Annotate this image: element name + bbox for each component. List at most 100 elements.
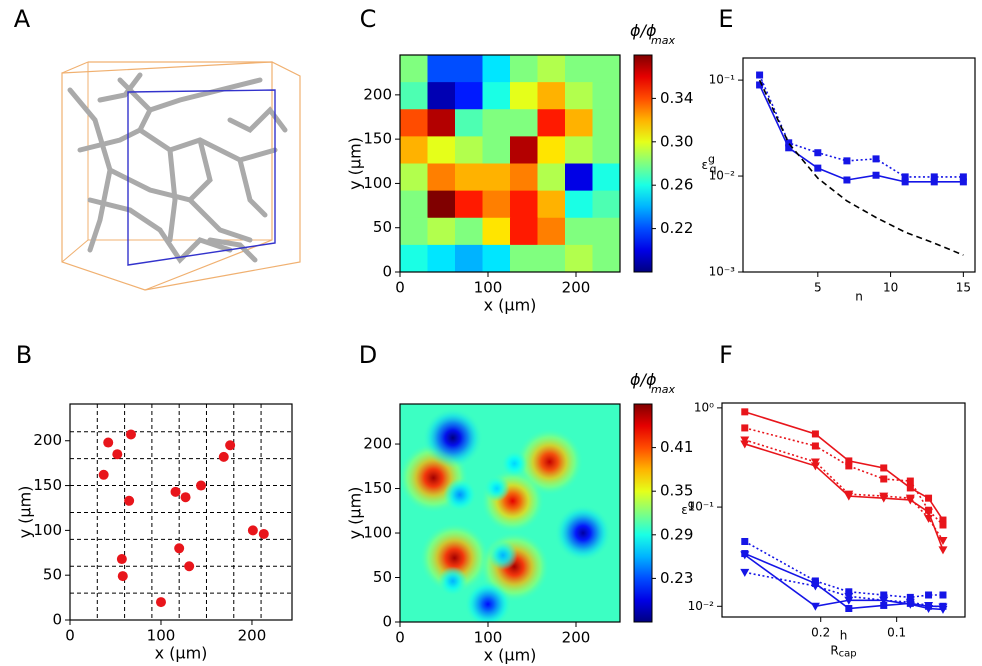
y-tick-label: 200 [363,85,392,103]
marker [880,591,888,599]
marker [924,601,934,610]
panel-label: B [16,341,32,369]
heat-cell [537,82,566,110]
heat-cell [565,55,593,83]
point [184,561,195,572]
field-spot [464,580,512,622]
y-tick-label: 0 [52,611,62,629]
point [103,437,114,448]
y-tick-label: 50 [43,566,62,584]
heat-cell [400,109,428,137]
colorbar-tick-label: 0.29 [660,525,693,543]
colorbar-label: ϕ/ϕ max [630,370,675,396]
heat-cell [455,109,483,137]
marker [845,457,853,465]
marker [756,71,764,79]
heat-cell [400,136,428,164]
heat-cell [400,244,428,272]
x-tick-label: 100 [474,279,503,297]
y-tick-label: 200 [363,435,392,453]
heat-cell [482,136,511,164]
colorbar-label-text: ϕ/ϕ [630,370,657,389]
heat-cell [510,55,538,83]
y-axis-label: y (μm) [346,487,365,540]
x-axis-label: x (μm) [484,296,537,315]
axes-frame [69,403,293,621]
marker [811,442,819,450]
x-axis-label: n [855,290,863,304]
heat-cell [427,190,456,219]
colorbar-tick-label: 0.30 [660,132,693,150]
network-render [61,61,301,291]
marker [741,408,749,416]
marker [905,598,915,607]
colorbar-tick-label: 0.26 [660,176,693,194]
marker [938,603,948,612]
panel-label: A [14,5,31,33]
y-tick-label: 200 [33,431,62,449]
marker [930,173,938,181]
heat-cell [565,163,593,192]
x-tick-label: 200 [562,279,591,297]
marker [925,591,933,599]
heat-cell [400,55,428,83]
marker [924,508,934,517]
y-axis-label: y (μm) [16,486,35,539]
heat-cell [592,136,620,164]
y-tick-label: 50 [373,568,392,586]
marker [905,494,915,503]
plot-area [400,55,620,272]
y-axis-label: εg [681,498,694,517]
heat-cell [455,217,483,246]
heat-cell [455,55,483,83]
y-tick-label: 150 [363,130,392,148]
series-line [758,74,964,178]
x-axis-label-sub: cap [839,648,857,659]
y-axis-label-sub: q [710,162,717,175]
heat-cell [400,217,428,246]
point [174,543,185,554]
y-axis-label: y (μm) [346,137,365,190]
heat-cell [455,136,483,164]
axes-frame [399,54,621,273]
heat-cell [510,136,538,164]
heat-cell [482,190,511,219]
field-spot [419,522,490,594]
marker [959,178,967,186]
y-tick-label: 10⁻¹ [688,500,715,514]
marker [930,178,938,186]
point [124,495,135,506]
x-tick-label: 200 [562,629,591,647]
heat-cell [427,217,456,246]
y-tick-label: 10⁻¹ [709,73,736,87]
colorbar-tick-label: 0.41 [660,438,693,456]
colorbar-label-text: ϕ/ϕ [630,21,657,40]
marker [879,492,889,501]
heat-cell [427,244,456,272]
colorbar [633,403,653,623]
marker [906,484,914,492]
heat-cell [565,190,593,219]
marker [811,430,819,438]
series-line [758,79,964,256]
y-axis-label-sup: g [708,153,715,166]
x-axis-label: x (μm) [484,646,537,665]
heat-cell [537,244,566,272]
marker [844,592,854,601]
heat-cell [510,244,538,272]
heat-cell [565,136,593,164]
colorbar-label-sub: max [651,34,675,47]
marker [756,81,764,89]
x-tick-label: 100 [147,627,176,645]
field-spot [554,504,612,562]
point [117,571,128,582]
y-tick-label: 10⁻² [709,169,736,183]
point [247,525,258,536]
y-axis-label-sup: g [688,498,695,511]
marker [906,593,914,601]
heat-cell [427,136,456,164]
heat-cell [482,55,511,83]
panel-label: D [359,341,377,369]
heat-cell [482,109,511,137]
